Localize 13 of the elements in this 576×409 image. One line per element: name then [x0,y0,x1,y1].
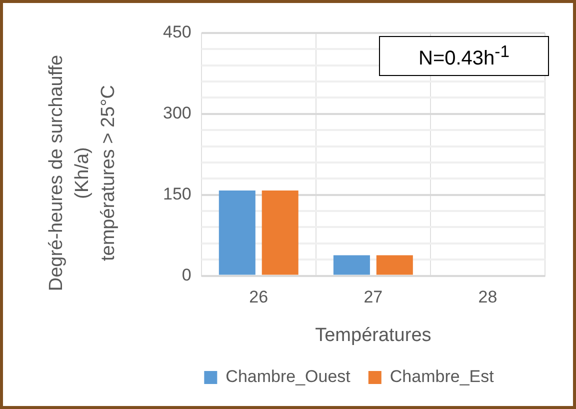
y-tick-label: 150 [162,184,192,204]
annotation: N=0.43h$^{-1}$ [418,42,510,70]
y-axis-title: Degré-heures de surchauffe (Kh/a) températures > 25°C [45,54,120,292]
note-box: N=0.43h$^{-1}$ [379,36,549,76]
x-axis-title: Températures [315,324,432,346]
x-tick-label: 27 [364,288,383,307]
y-tick-label: 0 [182,265,192,284]
legend-label: Chambre_Est [390,367,494,386]
legend-label: Chambre_Ouest [226,367,351,386]
y-tick-label: 300 [162,104,192,123]
x-tick-label: 26 [249,288,268,307]
x-tick-label: 28 [478,288,498,307]
y-tick-label: 450 [162,22,192,42]
